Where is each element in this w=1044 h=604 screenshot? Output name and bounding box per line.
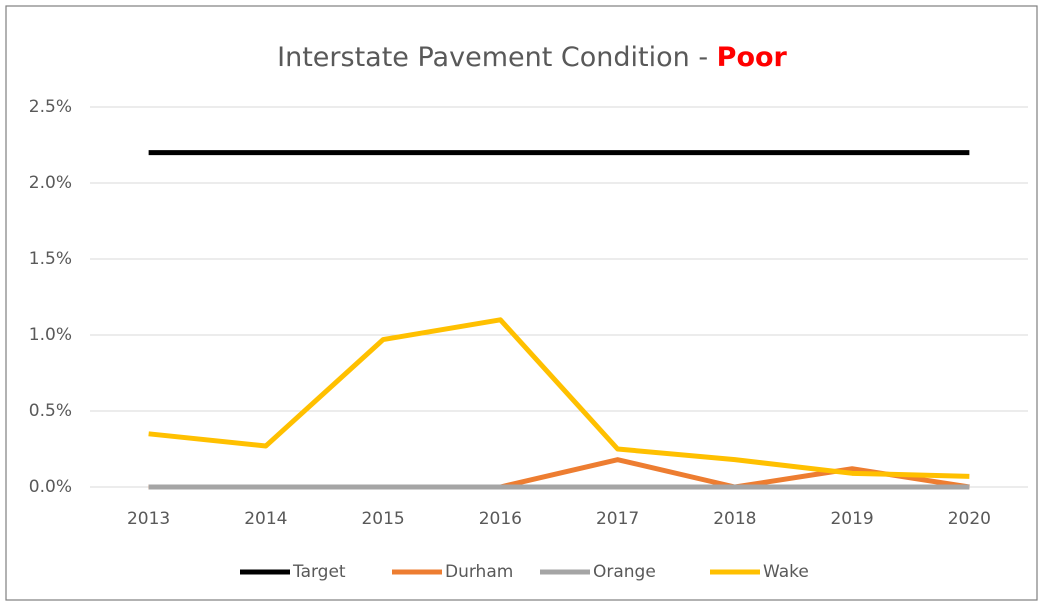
series-line (148, 317, 970, 479)
x-tick-label: 2017 (596, 509, 639, 529)
y-tick-label: 1.0% (29, 325, 72, 345)
x-tick-label: 2015 (361, 509, 404, 529)
legend-label: Target (292, 562, 346, 582)
y-tick-label: 0.5% (29, 401, 72, 421)
x-tick-label: 2016 (479, 509, 522, 529)
x-tick-label: 2013 (127, 509, 170, 529)
y-tick-label: 1.5% (29, 249, 72, 269)
chart-border (5, 5, 1038, 601)
x-tick-label: 2014 (244, 509, 287, 529)
x-tick-label: 2020 (948, 509, 991, 529)
y-tick-label: 2.5% (29, 97, 72, 117)
title-text: Interstate Pavement Condition - (277, 42, 717, 73)
chart-title: Interstate Pavement Condition - Poor (277, 42, 787, 73)
legend-label: Durham (445, 562, 513, 582)
y-tick-label: 2.0% (29, 173, 72, 193)
x-tick-label: 2019 (830, 509, 873, 529)
y-tick-label: 0.0% (29, 477, 72, 497)
title-highlight: Poor (717, 42, 788, 73)
legend-label: Wake (763, 562, 809, 582)
legend-label: Orange (593, 562, 656, 582)
x-tick-label: 2018 (713, 509, 756, 529)
